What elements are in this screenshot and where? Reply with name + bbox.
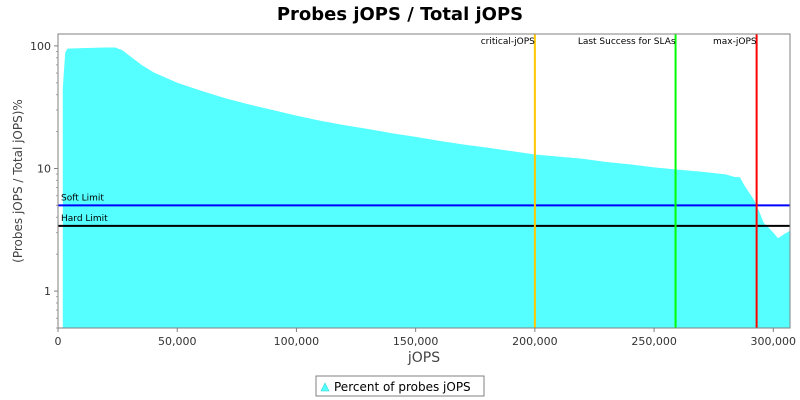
legend-box xyxy=(315,375,485,397)
x-tick-label: 150,000 xyxy=(393,335,439,348)
legend: Percent of probes jOPS xyxy=(315,375,485,397)
marker-label-2: Last Success for SLAs xyxy=(578,37,676,47)
x-tick-label: 0 xyxy=(55,335,62,348)
legend-label: Percent of probes jOPS xyxy=(334,380,471,394)
chart-title: Probes jOPS / Total jOPS xyxy=(277,4,523,25)
y-tick-label: 1 xyxy=(44,285,51,298)
reference-line-label-1: Soft Limit xyxy=(61,193,104,203)
plot-content: Soft Limit Hard Limit critical-jOPS Last Su… xyxy=(58,34,791,328)
plot-frame xyxy=(57,33,791,329)
x-tick-label: 200,000 xyxy=(512,335,558,348)
x-tick-label: 50,000 xyxy=(158,335,197,348)
y-tick-label: 10 xyxy=(37,162,51,175)
x-tick-label: 100,000 xyxy=(274,335,320,348)
x-tick-label: 250,000 xyxy=(631,335,677,348)
legend-swatch xyxy=(320,382,330,392)
y-axis-title: (Probes jOPS / Total jOPS)% xyxy=(11,99,25,263)
reference-line-label-2: Hard Limit xyxy=(61,214,108,224)
marker-label-3: max-jOPS xyxy=(713,37,757,47)
axes: 0 50,000 100,000 150,000 200,000 250,000 300,0… xyxy=(30,33,797,348)
x-axis-title: jOPS xyxy=(407,350,440,366)
marker-label-1: critical-jOPS xyxy=(481,37,535,47)
y-tick-label: 100 xyxy=(30,40,51,53)
series-area xyxy=(62,47,791,328)
x-tick-label: 300,000 xyxy=(751,335,797,348)
